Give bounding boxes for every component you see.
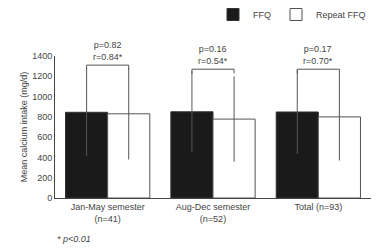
svg-text:200: 200: [37, 173, 52, 183]
svg-text:1400: 1400: [32, 51, 52, 61]
svg-text:1200: 1200: [32, 71, 52, 81]
svg-text:0: 0: [47, 193, 52, 203]
svg-text:Aug-Dec semester(n=52): Aug-Dec semester(n=52): [176, 202, 251, 224]
svg-text:* p<0.01: * p<0.01: [57, 234, 91, 244]
svg-text:600: 600: [37, 132, 52, 142]
svg-text:p=0.17r=0.70*: p=0.17r=0.70*: [303, 44, 333, 66]
svg-text:p=0.82r=0.84*: p=0.82r=0.84*: [93, 40, 123, 62]
svg-text:Jan-May semester(n=41): Jan-May semester(n=41): [71, 202, 145, 224]
svg-text:Total (n=93): Total (n=93): [294, 202, 342, 212]
svg-text:800: 800: [37, 112, 52, 122]
svg-text:Repeat FFQ: Repeat FFQ: [316, 10, 366, 20]
svg-text:FFQ: FFQ: [253, 10, 271, 20]
svg-text:p=0.16r=0.54*: p=0.16r=0.54*: [198, 44, 228, 66]
svg-text:400: 400: [37, 153, 52, 163]
svg-text:Mean calcium intake (mg/d): Mean calcium intake (mg/d): [19, 72, 29, 183]
svg-text:1000: 1000: [32, 92, 52, 102]
